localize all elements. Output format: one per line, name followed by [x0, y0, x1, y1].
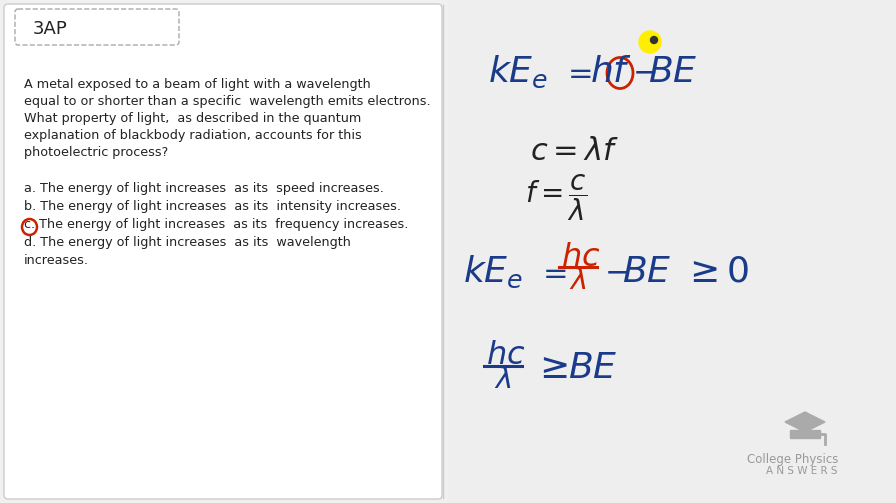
Text: $hc$: $hc$: [561, 241, 600, 273]
Text: c. The energy of light increases  as its  frequency increases.: c. The energy of light increases as its …: [24, 218, 409, 231]
Text: $hc$: $hc$: [486, 340, 525, 371]
Text: $\geq 0$: $\geq 0$: [682, 255, 749, 289]
Text: $kE_e$: $kE_e$: [463, 254, 523, 290]
Text: d. The energy of light increases  as its  wavelength: d. The energy of light increases as its …: [24, 236, 351, 249]
Text: College Physics: College Physics: [746, 453, 838, 466]
Text: increases.: increases.: [24, 254, 89, 267]
Text: $BE$: $BE$: [622, 255, 671, 289]
Text: $=$: $=$: [562, 56, 592, 88]
Text: $BE$: $BE$: [648, 55, 697, 89]
Text: $\geq$: $\geq$: [532, 351, 567, 385]
Text: $\lambda$: $\lambda$: [494, 366, 512, 394]
Text: 3AP: 3AP: [33, 20, 68, 38]
Text: $BE$: $BE$: [568, 351, 617, 385]
Text: photoelectric process?: photoelectric process?: [24, 146, 168, 159]
Polygon shape: [790, 430, 820, 438]
Circle shape: [650, 37, 658, 43]
Text: $f = \dfrac{c}{\lambda}$: $f = \dfrac{c}{\lambda}$: [525, 173, 587, 223]
Text: $\lambda$: $\lambda$: [569, 267, 587, 295]
Bar: [448, 0, 896, 503]
Text: a. The energy of light increases  as its  speed increases.: a. The energy of light increases as its …: [24, 182, 383, 195]
Text: A metal exposed to a beam of light with a wavelength: A metal exposed to a beam of light with …: [24, 78, 371, 91]
Polygon shape: [785, 412, 825, 432]
Text: equal to or shorter than a specific  wavelength emits electrons.: equal to or shorter than a specific wave…: [24, 95, 431, 108]
Text: explanation of blackbody radiation, accounts for this: explanation of blackbody radiation, acco…: [24, 129, 362, 142]
Text: $-$: $-$: [604, 257, 628, 288]
Text: $kE_e$: $kE_e$: [488, 54, 548, 90]
FancyBboxPatch shape: [15, 9, 179, 45]
Text: b. The energy of light increases  as its  intensity increases.: b. The energy of light increases as its …: [24, 200, 401, 213]
Text: A N S W E R S: A N S W E R S: [766, 466, 838, 476]
Text: What property of light,  as described in the quantum: What property of light, as described in …: [24, 112, 361, 125]
Text: $c = \lambda f$: $c = \lambda f$: [530, 136, 619, 167]
Circle shape: [639, 31, 661, 53]
Text: $-$: $-$: [632, 56, 657, 88]
FancyBboxPatch shape: [4, 4, 442, 499]
Text: $=$: $=$: [537, 257, 567, 288]
Text: $hf$: $hf$: [590, 55, 633, 89]
